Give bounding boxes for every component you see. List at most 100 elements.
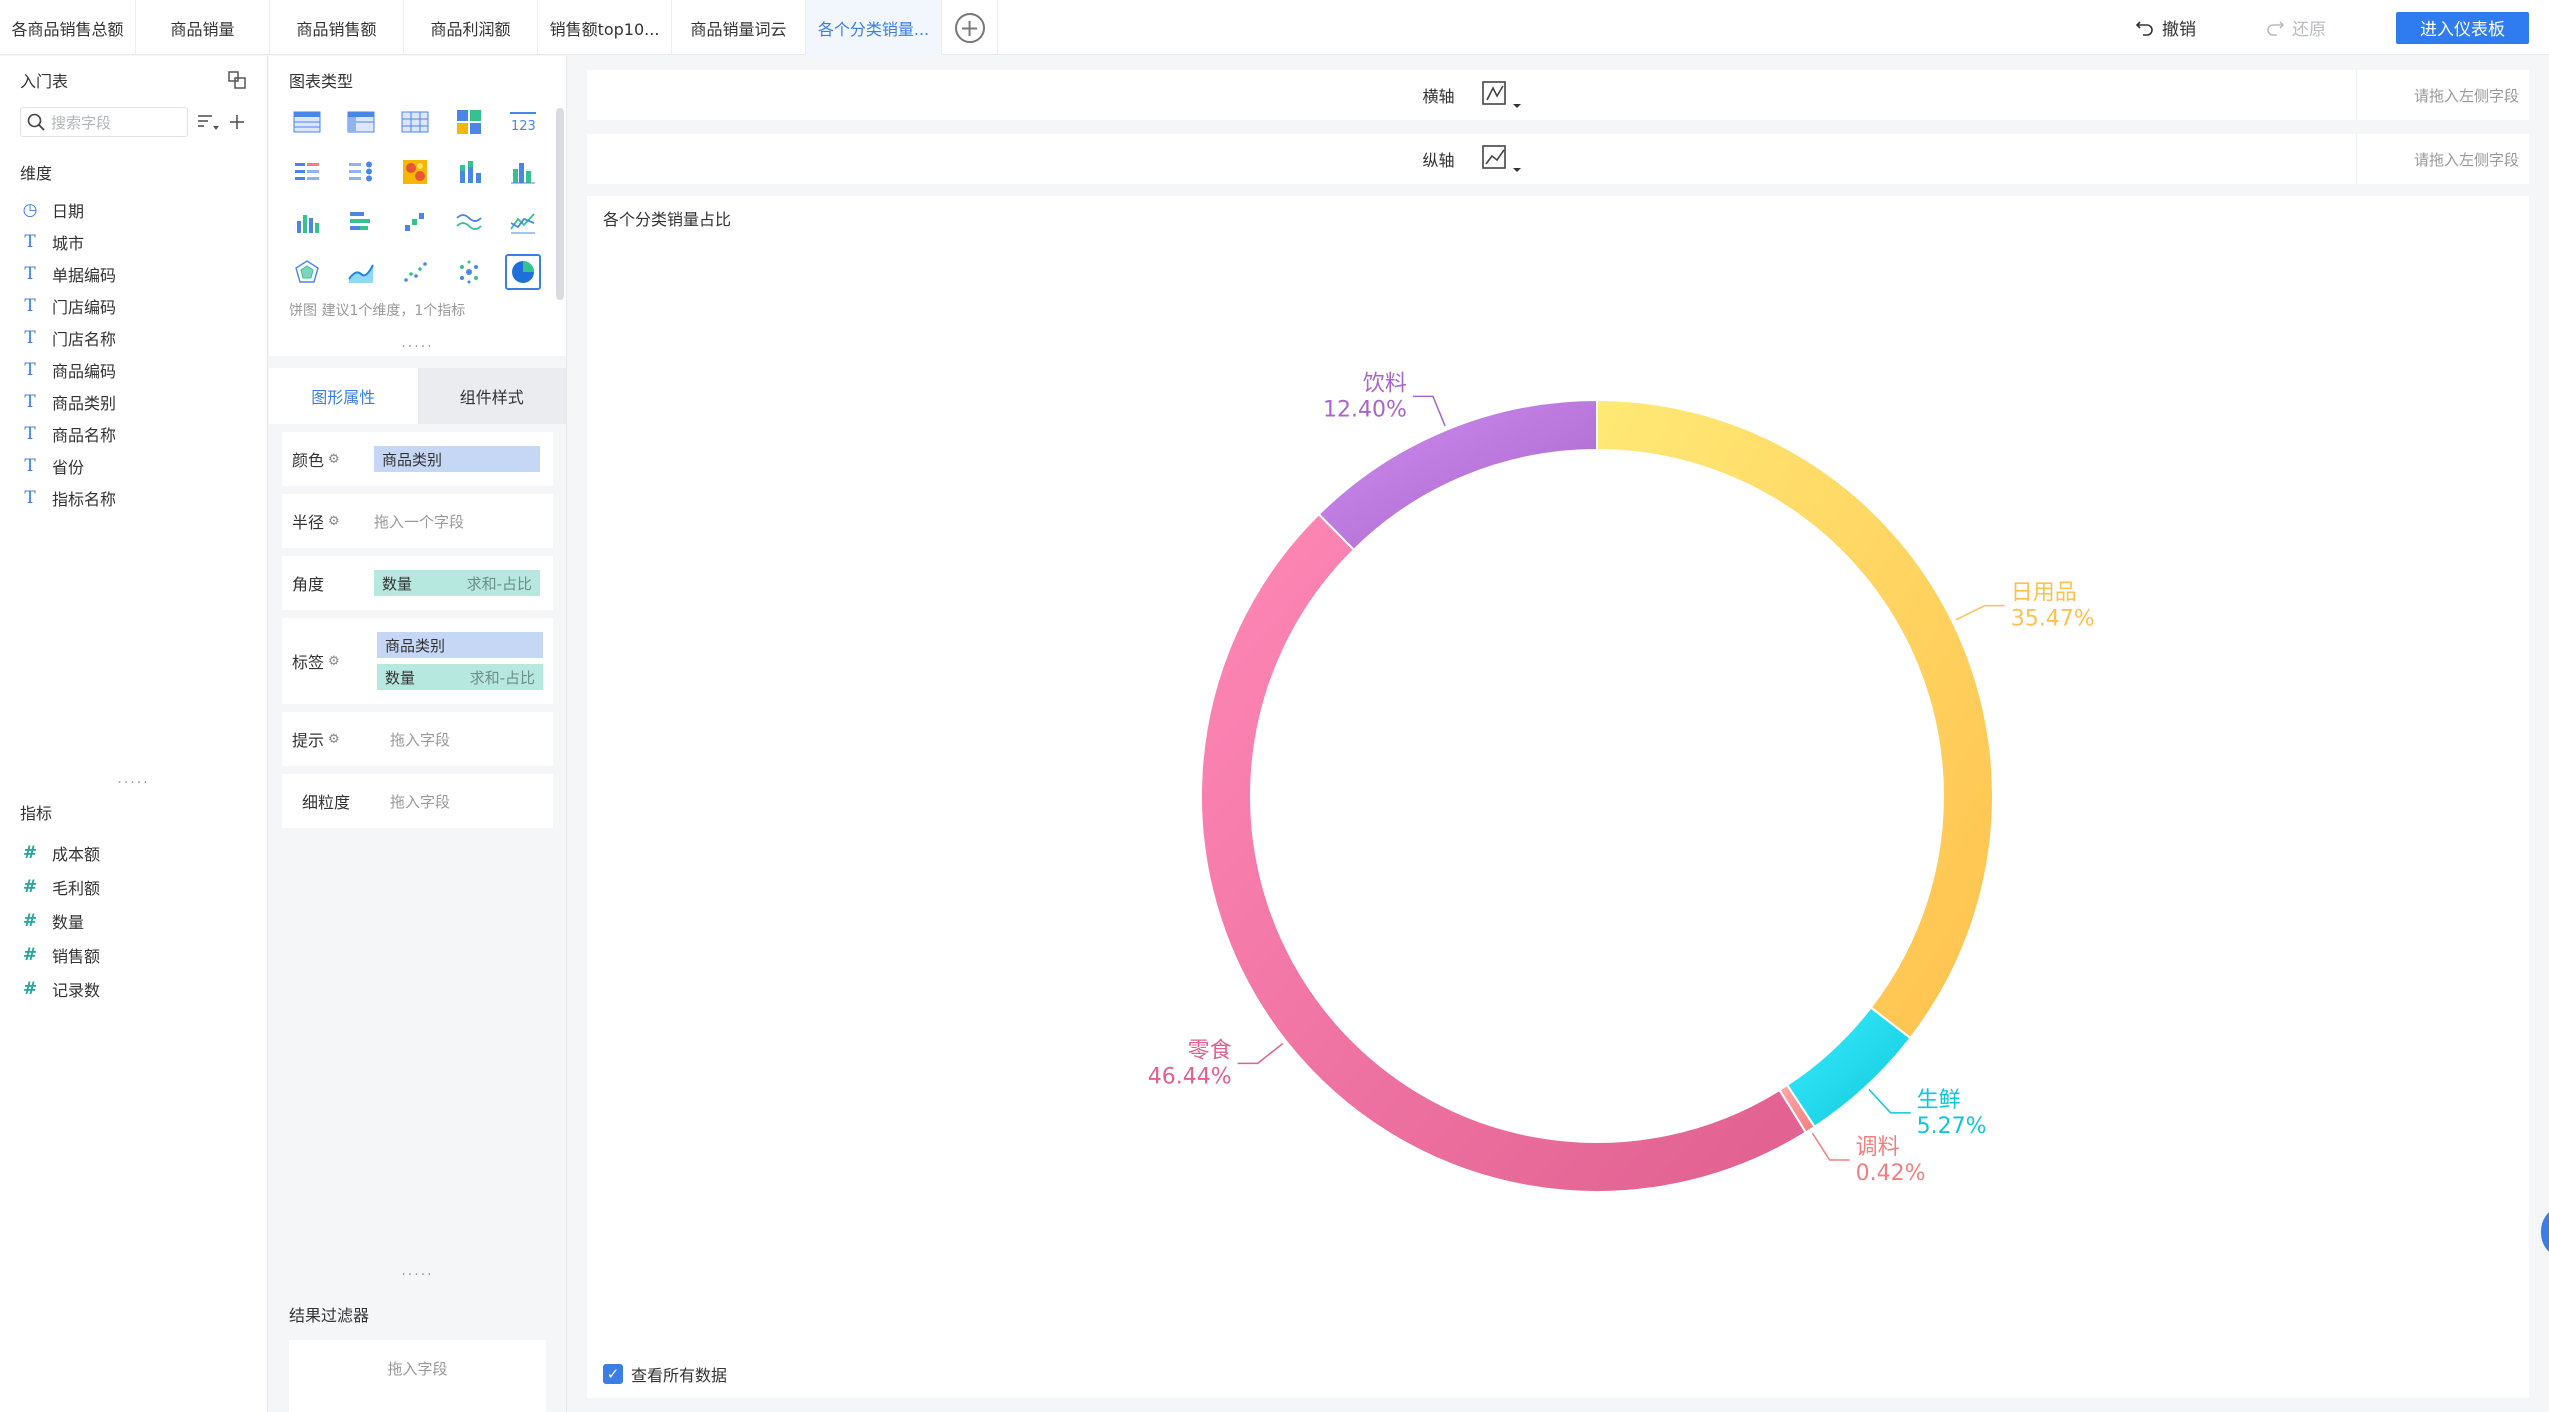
chart-type-detail-table[interactable] <box>289 154 325 190</box>
view-all-data-label: 查看所有数据 <box>631 1366 728 1385</box>
metric-field[interactable]: # 记录数 <box>0 972 267 1006</box>
chart-type-stacked-bar[interactable] <box>451 154 487 190</box>
color-field-pill[interactable]: 商品类别 <box>374 446 540 472</box>
chart-type-kpi[interactable]: 123 <box>505 104 541 140</box>
chart-type-progress-table[interactable] <box>343 154 379 190</box>
config-resize-handle[interactable]: ····· <box>401 339 434 355</box>
chart-type-grouped-bar[interactable] <box>505 154 541 190</box>
area-chart-icon <box>348 264 374 283</box>
chart-type-hint: 饼图 建议1个维度，1个指标 <box>289 303 466 319</box>
tab-item[interactable]: 商品利润额 <box>404 0 538 55</box>
chart-type-pie[interactable] <box>505 254 541 290</box>
resize-handle[interactable]: ····· <box>117 775 150 791</box>
y-axis-shelf[interactable]: 纵轴 <box>587 134 2357 184</box>
tab-item[interactable]: 各个分类销量... <box>806 0 942 55</box>
angle-field-pill[interactable]: 数量 求和-占比 <box>374 570 540 596</box>
x-axis-chart-type-icon[interactable] <box>1481 80 1521 110</box>
dimension-field[interactable]: T 单据编码 <box>0 258 267 290</box>
dimension-field[interactable]: T 商品类别 <box>0 386 267 418</box>
add-tab-button[interactable]: + <box>942 0 998 55</box>
metric-field[interactable]: # 销售额 <box>0 938 267 972</box>
gear-icon[interactable]: ⚙ <box>328 731 340 747</box>
field-label: 成本额 <box>52 845 101 864</box>
dimension-field[interactable]: T 商品名称 <box>0 418 267 450</box>
field-panel: 入门表 搜索字段 维度 ◷ 日期 T 城市 T 单据编码 T 门店编码 T 门店名称 T 商品编码 T 商… <box>0 56 268 1412</box>
tab-item[interactable]: 商品销售额 <box>270 0 404 55</box>
chart-type-line[interactable] <box>451 204 487 240</box>
pie-slice[interactable] <box>1317 398 1598 552</box>
text-icon: T <box>24 456 36 476</box>
text-icon: T <box>24 424 36 444</box>
metric-field[interactable]: # 成本额 <box>0 836 267 870</box>
pie-slice[interactable] <box>1785 1006 1912 1129</box>
metric-field[interactable]: # 数量 <box>0 904 267 938</box>
granularity-drop-zone[interactable]: 拖入字段 <box>390 792 451 811</box>
chart-type-bar[interactable] <box>289 204 325 240</box>
gear-icon[interactable]: ⚙ <box>328 653 340 669</box>
pie-slice[interactable] <box>1199 512 1808 1193</box>
tab-component-style[interactable]: 组件样式 <box>417 368 566 424</box>
dimension-field[interactable]: T 指标名称 <box>0 482 267 514</box>
pie-slice[interactable] <box>1596 398 1995 1040</box>
slice-category-label: 生鲜 <box>1917 1088 1961 1113</box>
enter-dashboard-button[interactable]: 进入仪表板 <box>2396 11 2529 44</box>
leader-lines <box>1237 395 2005 1161</box>
chart-type-polyline[interactable] <box>505 204 541 240</box>
undo-button[interactable]: 撤销 <box>2136 15 2196 40</box>
chart-type-scrollbar[interactable] <box>556 108 564 300</box>
tab-item[interactable]: 各商品销售总额 <box>0 0 136 55</box>
dimension-field[interactable]: ◷ 日期 <box>0 194 267 226</box>
tab-item[interactable]: 销售额top10... <box>538 0 672 55</box>
radius-drop-zone[interactable]: 拖入一个字段 <box>374 512 465 531</box>
tooltip-drop-zone[interactable]: 拖入字段 <box>390 730 451 749</box>
redo-button[interactable]: 还原 <box>2266 15 2326 40</box>
gear-icon[interactable]: ⚙ <box>328 513 340 529</box>
pie-chart-icon <box>512 261 534 283</box>
floating-helper-tab[interactable] <box>2541 1205 2549 1259</box>
dimension-field[interactable]: T 省份 <box>0 450 267 482</box>
tab-item[interactable]: 商品销量 <box>136 0 270 55</box>
metric-list: # 成本额 # 毛利额 # 数量 # 销售额 # 记录数 <box>0 836 267 1006</box>
y-axis-chart-type-icon[interactable] <box>1481 144 1521 174</box>
dimension-field[interactable]: T 商品编码 <box>0 354 267 386</box>
text-icon: T <box>24 328 36 348</box>
chart-type-horizontal-bar[interactable] <box>343 204 379 240</box>
top-actions: 撤销 还原 进入仪表板 <box>2136 0 2549 55</box>
chart-type-group-table[interactable] <box>343 104 379 140</box>
grouped-bar-icon <box>511 163 535 184</box>
chart-type-table[interactable] <box>289 104 325 140</box>
y-axis-label: 纵轴 <box>1422 151 1455 170</box>
search-field-input[interactable]: 搜索字段 <box>20 107 188 137</box>
chart-type-cross-table[interactable] <box>397 104 433 140</box>
dimension-field[interactable]: T 门店编码 <box>0 290 267 322</box>
view-all-data-checkbox[interactable]: ✓ <box>603 1364 623 1384</box>
view-all-data-row: ✓ 查看所有数据 <box>603 1362 727 1386</box>
add-field-icon[interactable] <box>228 113 246 131</box>
gear-icon[interactable]: ⚙ <box>328 451 340 467</box>
label-field-pill-quantity[interactable]: 数量 求和-占比 <box>377 664 543 690</box>
chart-type-area[interactable] <box>343 254 379 290</box>
chart-type-bubble[interactable] <box>451 254 487 290</box>
chart-type-heatmap[interactable] <box>397 154 433 190</box>
chart-type-radar[interactable] <box>289 254 325 290</box>
chart-type-waterfall[interactable] <box>397 204 433 240</box>
dimension-field[interactable]: T 城市 <box>0 226 267 258</box>
result-filter-drop-zone[interactable]: 拖入字段 <box>289 1340 546 1412</box>
filter-resize-handle[interactable]: ····· <box>401 1267 434 1283</box>
x-axis-label: 横轴 <box>1422 87 1455 106</box>
label-fields: 商品类别 数量 求和-占比 <box>377 632 543 690</box>
tab-item[interactable]: 商品销量词云 <box>672 0 806 55</box>
text-icon: T <box>24 392 36 412</box>
chart-type-scatter[interactable] <box>397 254 433 290</box>
progress-table-icon <box>349 161 372 182</box>
dimension-field[interactable]: T 门店名称 <box>0 322 267 354</box>
chart-type-treemap[interactable] <box>451 104 487 140</box>
label-field-pill-category[interactable]: 商品类别 <box>377 632 543 658</box>
x-axis-shelf[interactable]: 横轴 <box>587 70 2357 120</box>
metric-field[interactable]: # 毛利额 <box>0 870 267 904</box>
tab-graph-properties[interactable]: 图形属性 <box>269 368 418 424</box>
switch-table-icon[interactable] <box>227 70 247 90</box>
chart-canvas: 各个分类销量占比 日用品 35.47% 生鲜 5.27% 调料 0.42% 零食 46.44%… <box>587 196 2529 1398</box>
text-icon: T <box>24 296 36 316</box>
sort-filter-icon[interactable] <box>196 112 220 132</box>
